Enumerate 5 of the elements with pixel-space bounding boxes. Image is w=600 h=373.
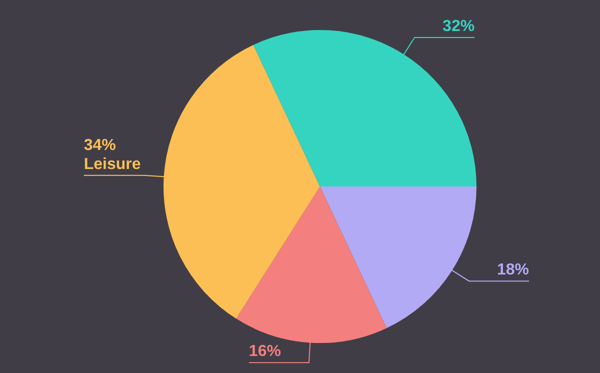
data-label: 32% — [442, 18, 475, 35]
data-label: 18% — [496, 261, 530, 278]
slice-label: Leisure — [84, 156, 141, 173]
data-label: 16% — [248, 343, 281, 360]
data-label: 34% — [84, 136, 116, 154]
